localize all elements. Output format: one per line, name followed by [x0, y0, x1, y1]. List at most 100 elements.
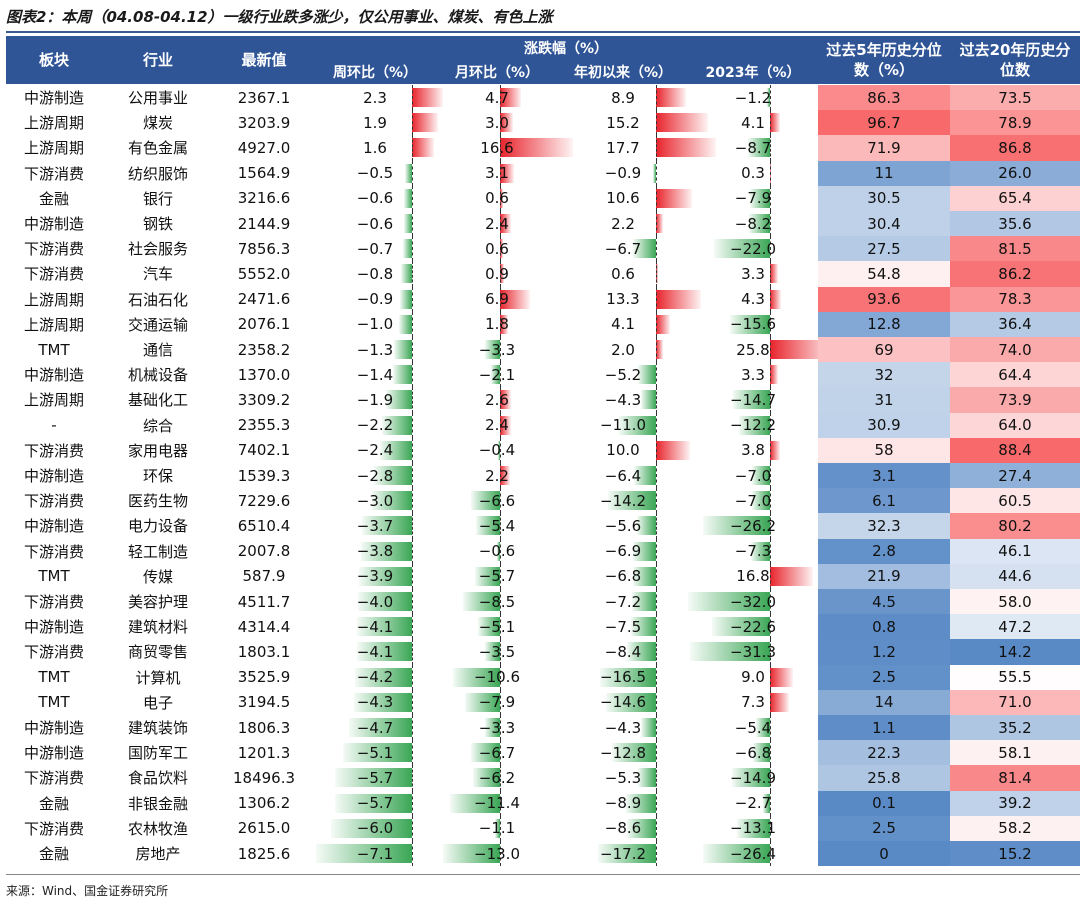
y2023-bar	[738, 415, 770, 435]
sector-cell: 上游周期	[23, 391, 84, 410]
latest-value-cell: 2144.9	[237, 214, 291, 233]
header-pct20: 过去20年历史分位数	[950, 36, 1080, 84]
pct20-cell: 80.2	[950, 513, 1080, 539]
weekly-value: 1.6	[363, 138, 387, 157]
monthly-zero-axis	[500, 815, 501, 841]
ytd-zero-axis	[656, 387, 657, 413]
weekly-value: −0.9	[356, 290, 394, 309]
pct20-cell: 47.2	[950, 614, 1080, 640]
y2023-value: −8.7	[734, 138, 772, 157]
ytd-bar	[656, 289, 702, 309]
ytd-value: −7.5	[604, 617, 642, 636]
ytd-zero-axis	[656, 362, 657, 388]
industry-cell: 煤炭	[142, 114, 173, 133]
weekly-zero-axis	[412, 689, 413, 715]
monthly-value: −13.0	[474, 844, 520, 863]
y2023-bar	[770, 566, 813, 586]
y2023-value: −26.2	[730, 516, 776, 535]
y2023-zero-axis	[770, 815, 771, 841]
table-row: TMT 通信 2358.2 −1.3 −3.3 2.0 25.8 69 74.0	[6, 337, 1080, 363]
pct5-cell: 22.3	[818, 740, 950, 766]
y2023-zero-axis	[770, 261, 771, 287]
y2023-value: −14.7	[730, 390, 776, 409]
weekly-bar	[353, 692, 412, 712]
ytd-zero-axis	[656, 463, 657, 489]
ytd-zero-axis	[656, 841, 657, 867]
ytd-zero-axis	[656, 815, 657, 841]
pct5-cell: 11	[818, 160, 950, 186]
monthly-value: 2.6	[485, 390, 509, 409]
pct5-cell: 69	[818, 337, 950, 363]
ytd-zero-axis	[656, 614, 657, 640]
weekly-zero-axis	[412, 437, 413, 463]
monthly-bar	[442, 844, 500, 863]
pct5-cell: 0.1	[818, 790, 950, 816]
y2023-bar	[752, 743, 770, 763]
pct5-cell: 27.5	[818, 236, 950, 262]
ytd-zero-axis	[656, 185, 657, 211]
industry-cell: 石油石化	[127, 290, 188, 309]
monthly-value: 2.4	[485, 214, 509, 233]
table-row: 上游周期 煤炭 3203.9 1.9 3.0 15.2 4.1 96.7 78.9	[6, 110, 1080, 136]
latest-value-cell: 3216.6	[237, 189, 291, 208]
industry-cell: 医药生物	[127, 492, 188, 511]
monthly-value: 0.6	[485, 239, 509, 258]
ytd-zero-axis	[656, 236, 657, 262]
y2023-zero-axis	[770, 135, 771, 161]
ytd-zero-axis	[656, 286, 657, 312]
y2023-zero-axis	[770, 437, 771, 463]
monthly-zero-axis	[500, 790, 501, 816]
ytd-zero-axis	[656, 85, 657, 111]
weekly-value: −4.2	[356, 668, 394, 687]
y2023-zero-axis	[770, 715, 771, 741]
ytd-zero-axis	[656, 765, 657, 791]
ytd-zero-axis	[656, 790, 657, 816]
sector-cell: TMT	[38, 668, 70, 687]
monthly-bar	[497, 541, 500, 561]
industry-cell: 公用事业	[127, 89, 188, 108]
y2023-bar	[732, 768, 770, 788]
ytd-value: 10.6	[606, 189, 640, 208]
ytd-bar	[656, 314, 670, 334]
monthly-zero-axis	[500, 110, 501, 136]
monthly-value: −8.5	[478, 592, 516, 611]
pct20-cell: 46.1	[950, 538, 1080, 564]
monthly-value: −0.4	[478, 441, 516, 460]
weekly-bar	[399, 289, 412, 309]
y2023-value: −13.1	[730, 819, 776, 838]
industry-cell: 农林牧渔	[127, 819, 188, 838]
monthly-bar	[500, 214, 511, 233]
pct20-cell: 81.4	[950, 765, 1080, 791]
y2023-value: 4.1	[741, 113, 765, 132]
monthly-bar	[470, 491, 500, 511]
monthly-zero-axis	[500, 538, 501, 564]
ytd-value: −6.8	[604, 567, 642, 586]
sector-cell: 下游消费	[23, 265, 84, 284]
weekly-zero-axis	[412, 337, 413, 363]
ytd-zero-axis	[656, 689, 657, 715]
y2023-bar	[730, 314, 770, 334]
monthly-value: −5.7	[478, 567, 516, 586]
y2023-zero-axis	[770, 337, 771, 363]
y2023-zero-axis	[770, 790, 771, 816]
latest-value-cell: 2367.1	[237, 88, 291, 107]
monthly-zero-axis	[500, 135, 501, 161]
weekly-zero-axis	[412, 740, 413, 766]
monthly-zero-axis	[500, 463, 501, 489]
y2023-value: −7.0	[734, 491, 772, 510]
monthly-bar	[477, 617, 500, 637]
pct20-cell: 64.0	[950, 412, 1080, 438]
weekly-value: −4.1	[356, 642, 394, 661]
weekly-value: −0.7	[356, 239, 394, 258]
y2023-zero-axis	[770, 538, 771, 564]
table-row: 金融 非银金融 1306.2 −5.7 −11.4 −8.9 −2.7 0.1 39.2	[6, 790, 1080, 816]
industry-cell: 商贸零售	[127, 643, 188, 662]
chart-title: 图表2：本周（04.08-04.12）一级行业跌多涨少，仅公用事业、煤炭、有色上…	[6, 8, 553, 26]
weekly-zero-axis	[412, 160, 413, 186]
pct5-cell: 31	[818, 387, 950, 413]
ytd-bar	[599, 667, 656, 687]
weekly-zero-axis	[412, 488, 413, 514]
weekly-bar	[343, 743, 412, 763]
pct5-cell: 58	[818, 437, 950, 463]
pct5-cell: 21.9	[818, 563, 950, 589]
